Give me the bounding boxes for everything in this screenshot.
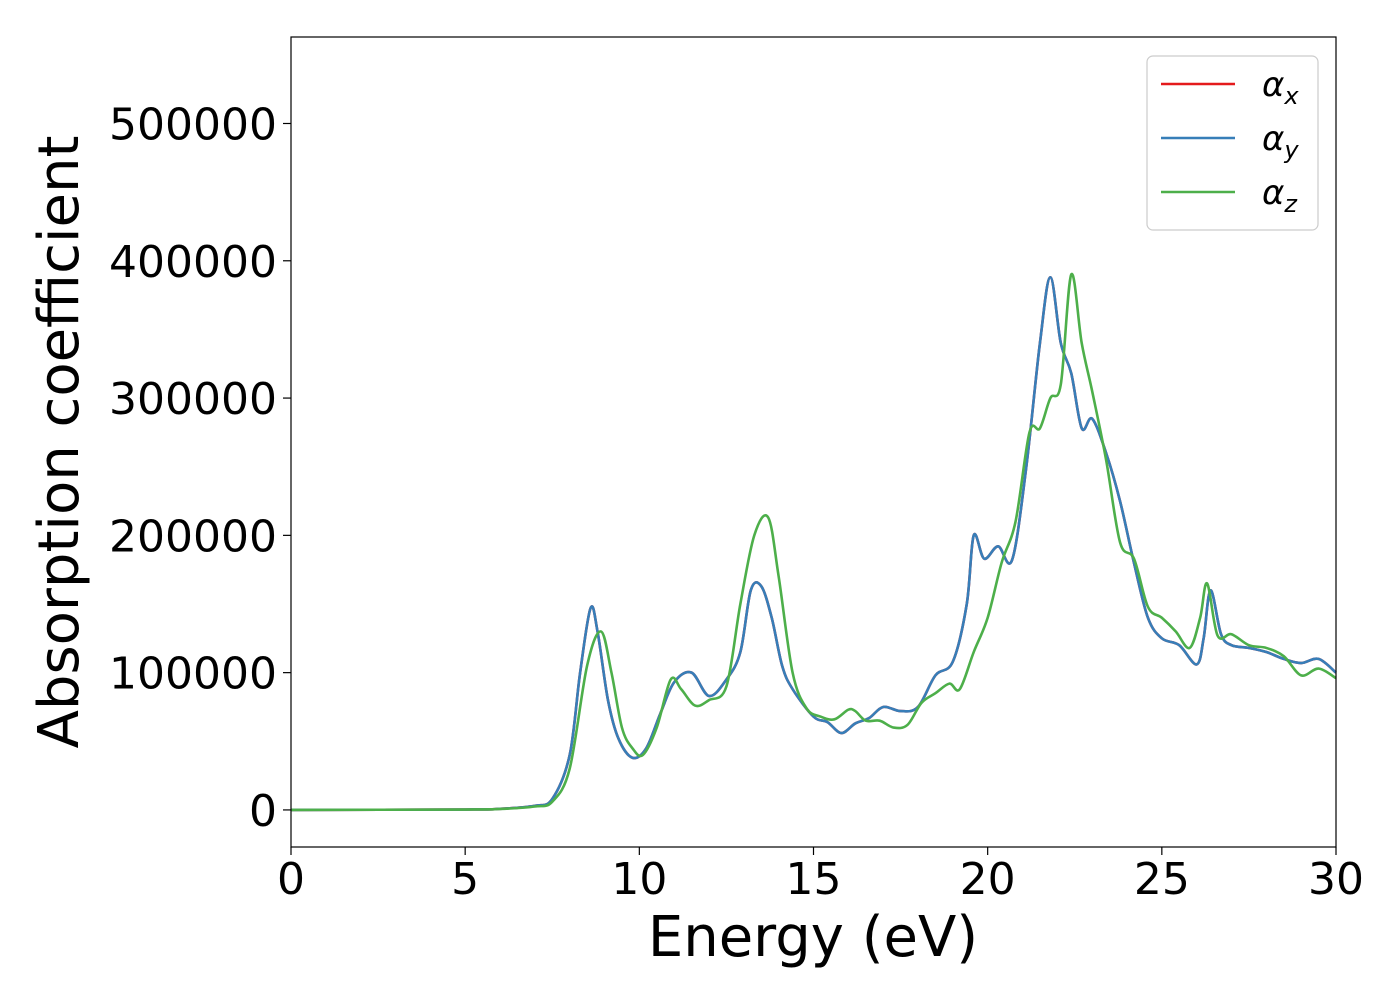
- x-axis-label: Energy (eV): [648, 905, 978, 970]
- y-tick-label: 100000: [109, 649, 277, 700]
- x-tick-label: 10: [611, 854, 667, 905]
- x-tick-label: 20: [960, 854, 1016, 905]
- legend-label-subscript: x: [1283, 82, 1299, 110]
- y-axis-label: Absorption coefficient: [27, 136, 92, 749]
- y-tick-label: 400000: [109, 237, 277, 288]
- x-tick-label: 30: [1308, 854, 1364, 905]
- series-line-z: [290, 272, 1337, 812]
- legend-label-subscript: z: [1283, 190, 1298, 218]
- x-tick-label: 25: [1134, 854, 1190, 905]
- legend-label-symbol: α: [1262, 65, 1284, 105]
- series-layer: [290, 272, 1337, 812]
- legend-label-symbol: α: [1262, 119, 1284, 159]
- legend-label-x: αx: [1262, 65, 1299, 110]
- legend-label-subscript: y: [1283, 136, 1299, 164]
- legend-label-symbol: α: [1262, 173, 1284, 213]
- y-axis-ticks: 0 100000 200000 300000 400000 500000: [109, 99, 291, 837]
- y-tick-label: 300000: [109, 374, 277, 425]
- x-axis-ticks: 0 5 10 15 20 25 30: [277, 847, 1364, 905]
- y-tick-label: 200000: [109, 511, 277, 562]
- legend-label-y: αy: [1262, 119, 1299, 164]
- x-tick-label: 0: [277, 854, 305, 905]
- legend-box: [1146, 55, 1319, 231]
- y-tick-label: 0: [249, 786, 277, 837]
- y-tick-label: 500000: [109, 99, 277, 150]
- legend-label-z: αz: [1262, 173, 1298, 218]
- x-tick-label: 5: [451, 854, 479, 905]
- x-tick-label: 15: [786, 854, 842, 905]
